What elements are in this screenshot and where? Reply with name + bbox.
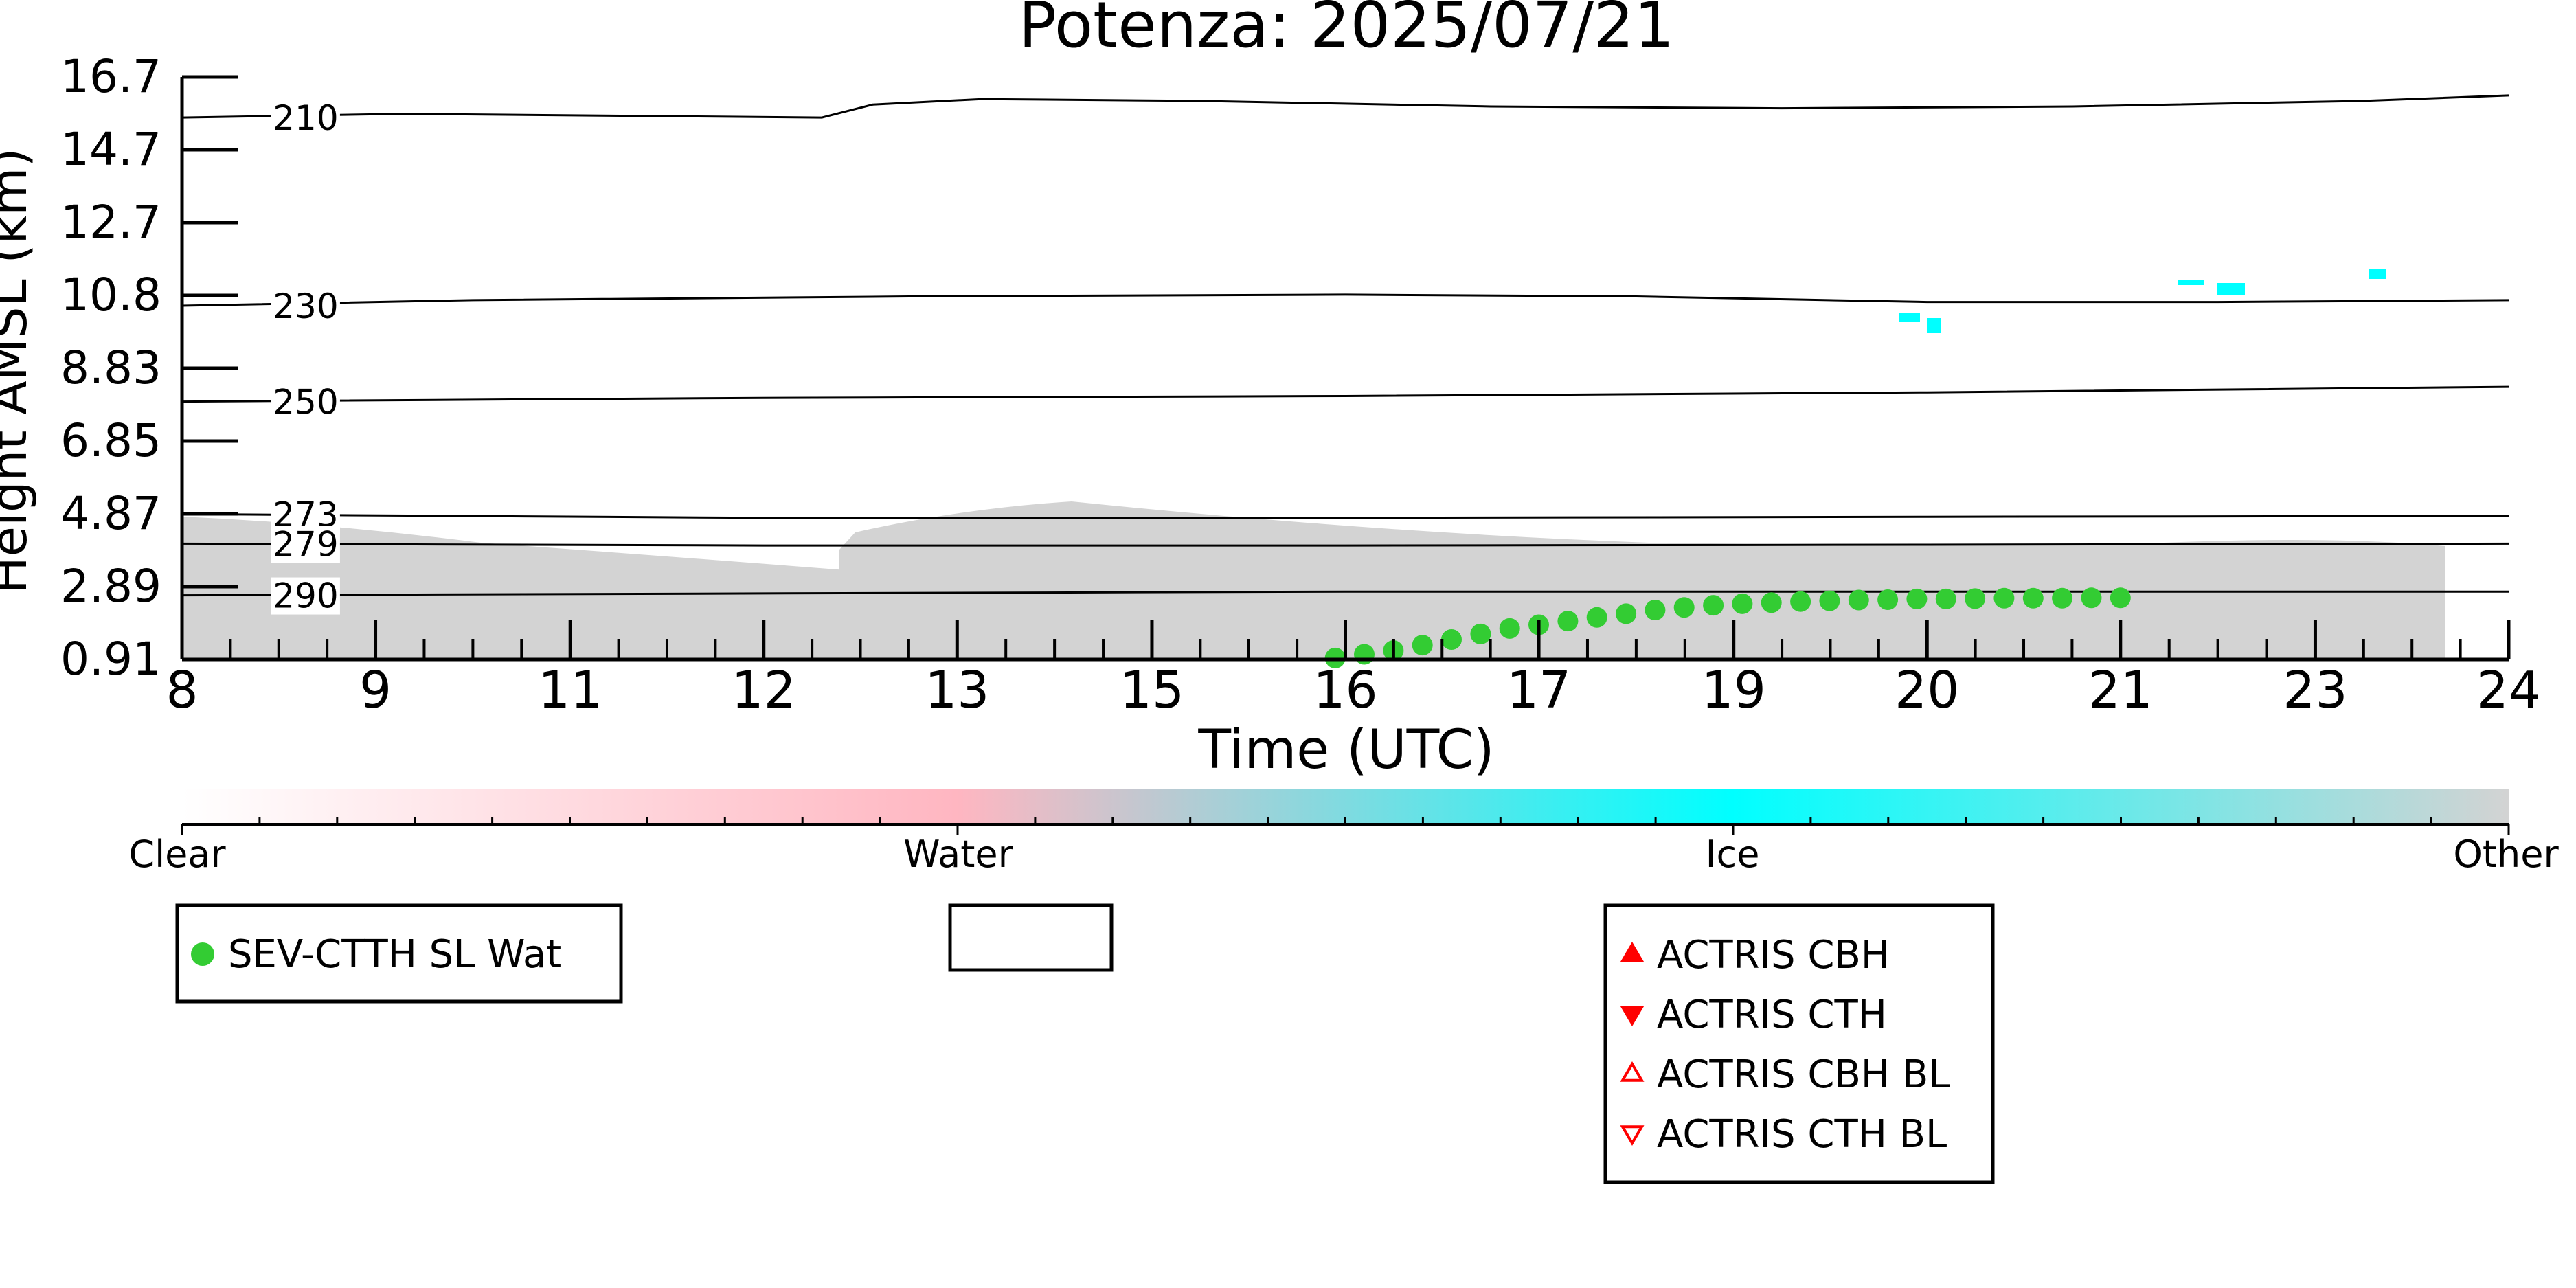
grey-echo-main bbox=[839, 501, 2445, 659]
y-tick-label: 12.7 bbox=[60, 196, 161, 249]
sev-ctth-point bbox=[1586, 607, 1607, 628]
colorbar-label-water: Water bbox=[903, 833, 1013, 876]
ice-cloud-patches bbox=[1899, 269, 2386, 333]
isotherm-label-bg bbox=[271, 526, 340, 563]
sev-ctth-point bbox=[1906, 588, 1928, 609]
sev-ctth-point bbox=[1965, 588, 1986, 609]
isotherm-label: 230 bbox=[273, 286, 338, 326]
x-tick-label: 23 bbox=[2283, 661, 2347, 720]
x-axis-label: Time (UTC) bbox=[1197, 719, 1494, 781]
colorbar-label-ice: Ice bbox=[1706, 833, 1760, 876]
sev-ctth-point bbox=[1412, 635, 1433, 656]
x-tick-label: 12 bbox=[732, 661, 796, 720]
y-tick-label: 14.7 bbox=[60, 123, 161, 176]
isotherm-line bbox=[181, 94, 2509, 119]
sev-ctth-point bbox=[1703, 595, 1724, 616]
legend-label: SEV-CTTH SL Wat bbox=[228, 932, 561, 977]
isotherm-label-bg bbox=[271, 100, 340, 137]
legend-marker-triangle-up bbox=[1620, 942, 1645, 962]
legend-marker-triangle-down bbox=[1620, 1125, 1645, 1146]
sev-ctth-point bbox=[1732, 593, 1753, 614]
x-tick-label: 19 bbox=[1702, 661, 1766, 720]
x-tick-label: 20 bbox=[1895, 661, 1959, 720]
y-axis-label: Height AMSL (km) bbox=[0, 148, 38, 594]
chart-axes: 0.91 2.89 4.87 6.85 8.83 10.8 12.7 14.7 16.7 8 9 11… bbox=[60, 50, 2541, 720]
y-tick-label: 4.87 bbox=[60, 487, 161, 540]
y-tick-label: 10.8 bbox=[60, 269, 161, 321]
sev-ctth-point bbox=[1470, 623, 1491, 644]
x-tick-label: 17 bbox=[1506, 661, 1571, 720]
chart-title: Potenza: 2025/07/21 bbox=[1019, 0, 1675, 62]
grey-echo-early bbox=[182, 517, 846, 659]
ice-patch bbox=[2178, 280, 2204, 285]
x-tick-label: 8 bbox=[166, 661, 198, 720]
sev-ctth-point bbox=[1673, 597, 1695, 618]
colorbar-label-other: Other bbox=[2453, 833, 2559, 876]
isotherm-line bbox=[181, 512, 2509, 519]
x-tick-label: 13 bbox=[925, 661, 989, 720]
isotherm-line bbox=[181, 542, 2509, 547]
isotherm-label: 210 bbox=[273, 98, 338, 138]
sev-ctth-point bbox=[2081, 587, 2102, 609]
sev-ctth-point bbox=[1441, 629, 1462, 650]
x-tick-label: 9 bbox=[359, 661, 392, 720]
sev-ctth-point bbox=[1848, 589, 1869, 611]
ice-patch bbox=[2217, 283, 2245, 295]
sev-ctth-point bbox=[1790, 591, 1811, 612]
ambiguous-cloud-regions bbox=[182, 501, 2445, 659]
sev-ctth-point bbox=[1819, 590, 1840, 611]
legend-box bbox=[948, 903, 1114, 972]
ice-patch bbox=[2369, 269, 2386, 279]
sev-ctth-point bbox=[1557, 611, 1579, 632]
sev-ctth-point bbox=[2110, 587, 2131, 609]
colorbar-label-clear: Clear bbox=[128, 833, 226, 876]
isotherm-line bbox=[181, 385, 2509, 403]
y-tick-label: 0.91 bbox=[60, 633, 161, 686]
sev-ctth-point bbox=[2022, 587, 2044, 609]
sev-ctth-point bbox=[1616, 603, 1637, 624]
x-tick-label: 16 bbox=[1313, 661, 1377, 720]
sev-ctth-point bbox=[1761, 592, 1782, 613]
y-tick-label: 16.7 bbox=[60, 50, 161, 103]
ice-patch bbox=[1899, 313, 1920, 322]
x-tick-label: 21 bbox=[2088, 661, 2153, 720]
isotherm-label-bg bbox=[271, 287, 340, 325]
legend-marker-circle bbox=[191, 942, 214, 966]
isotherm-line bbox=[181, 293, 2509, 307]
legend-box bbox=[175, 903, 623, 1004]
legend-label: ACTRIS CBH bbox=[1657, 933, 1890, 978]
x-tick-label: 11 bbox=[538, 661, 602, 720]
x-tick-label: 24 bbox=[2476, 661, 2541, 720]
sev-ctth-point bbox=[2052, 587, 2073, 609]
legend-label: ACTRIS CTH BL bbox=[1657, 1112, 1947, 1157]
isotherm-label: 250 bbox=[273, 383, 338, 422]
legend-sev: SEV-CTTH SL Wat bbox=[175, 903, 623, 1004]
isotherm-label: 279 bbox=[273, 524, 338, 564]
legend-label: ACTRIS CTH bbox=[1657, 993, 1887, 1037]
sev-ctth-point bbox=[1935, 588, 1956, 609]
y-tick-label: 8.83 bbox=[60, 341, 161, 394]
ice-patch bbox=[1927, 318, 1941, 333]
isotherm-label-bg bbox=[271, 383, 340, 421]
colorbar: Clear Water Ice Other bbox=[128, 789, 2559, 876]
x-tick-label: 15 bbox=[1120, 661, 1184, 720]
y-tick-label: 6.85 bbox=[60, 414, 161, 467]
isotherm-label: 290 bbox=[273, 576, 338, 616]
legend-marker-triangle-up bbox=[1620, 1061, 1645, 1082]
legend-marker-triangle-down bbox=[1620, 1006, 1645, 1026]
legend-actris: ACTRIS CBH ACTRIS CTH ACTRIS CBH BL ACTRIS … bbox=[1603, 903, 1995, 1184]
sev-ctth-point bbox=[1877, 589, 1899, 610]
legend-label: ACTRIS CBH BL bbox=[1657, 1052, 1950, 1097]
sev-ctth-point bbox=[1645, 600, 1666, 620]
y-tick-label: 2.89 bbox=[60, 560, 161, 613]
sev-ctth-point bbox=[1499, 618, 1520, 639]
sev-ctth-point bbox=[1993, 587, 2015, 609]
colorbar-ticks bbox=[181, 817, 2510, 835]
isotherm-label-bg bbox=[271, 577, 340, 615]
legend-box bbox=[1603, 903, 1995, 1184]
legend-empty bbox=[948, 903, 1114, 972]
